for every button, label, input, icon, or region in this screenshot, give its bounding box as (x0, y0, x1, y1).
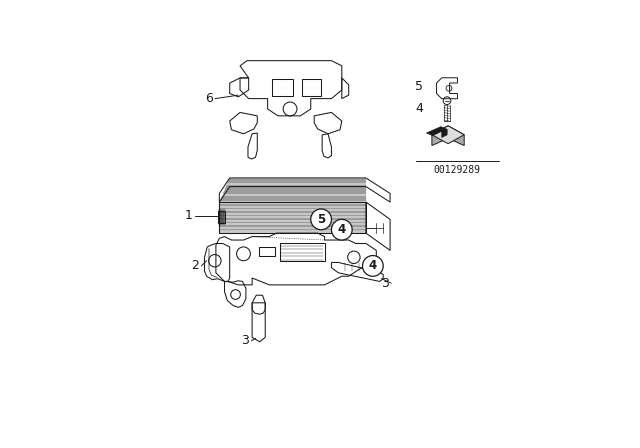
Bar (272, 78, 293, 96)
Bar (302, 78, 321, 96)
Polygon shape (432, 126, 464, 144)
Text: 5: 5 (317, 213, 325, 226)
Text: 2: 2 (191, 259, 199, 272)
Circle shape (332, 220, 352, 240)
Text: 1: 1 (184, 209, 192, 222)
Text: 4: 4 (338, 223, 346, 236)
Circle shape (311, 209, 332, 230)
Text: 00129289: 00129289 (434, 165, 481, 175)
Polygon shape (432, 126, 464, 146)
Polygon shape (426, 127, 447, 138)
Text: 6: 6 (205, 92, 213, 105)
Text: 3: 3 (381, 277, 389, 290)
Text: 5: 5 (415, 80, 424, 93)
Text: 4: 4 (369, 259, 377, 272)
Text: 4: 4 (415, 103, 423, 116)
Circle shape (362, 255, 383, 276)
Text: 3: 3 (241, 334, 249, 347)
